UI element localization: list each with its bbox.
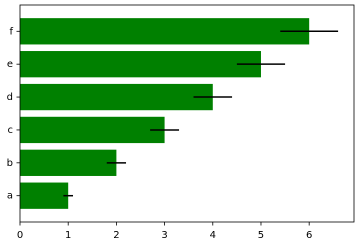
bar	[20, 182, 69, 209]
y-tick-label: a	[7, 191, 13, 202]
bar	[20, 83, 213, 111]
y-tick-label: e	[7, 59, 13, 70]
bar	[20, 18, 310, 45]
x-tick-label: 5	[258, 230, 264, 241]
y-tick-label: c	[8, 125, 14, 136]
x-tick-label: 3	[161, 230, 167, 241]
x-tick-label: 2	[113, 230, 119, 241]
x-tick-label: 1	[65, 230, 71, 241]
x-tick-label: 6	[306, 230, 312, 241]
x-tick-label: 4	[210, 230, 216, 241]
plot-frame	[19, 4, 355, 223]
bar	[20, 116, 165, 144]
y-tick-label: b	[7, 158, 13, 169]
y-tick-label: d	[7, 92, 13, 103]
y-tick-label: f	[9, 26, 13, 37]
x-tick-label: 0	[17, 230, 23, 241]
bar	[20, 51, 261, 78]
bar	[20, 149, 117, 176]
